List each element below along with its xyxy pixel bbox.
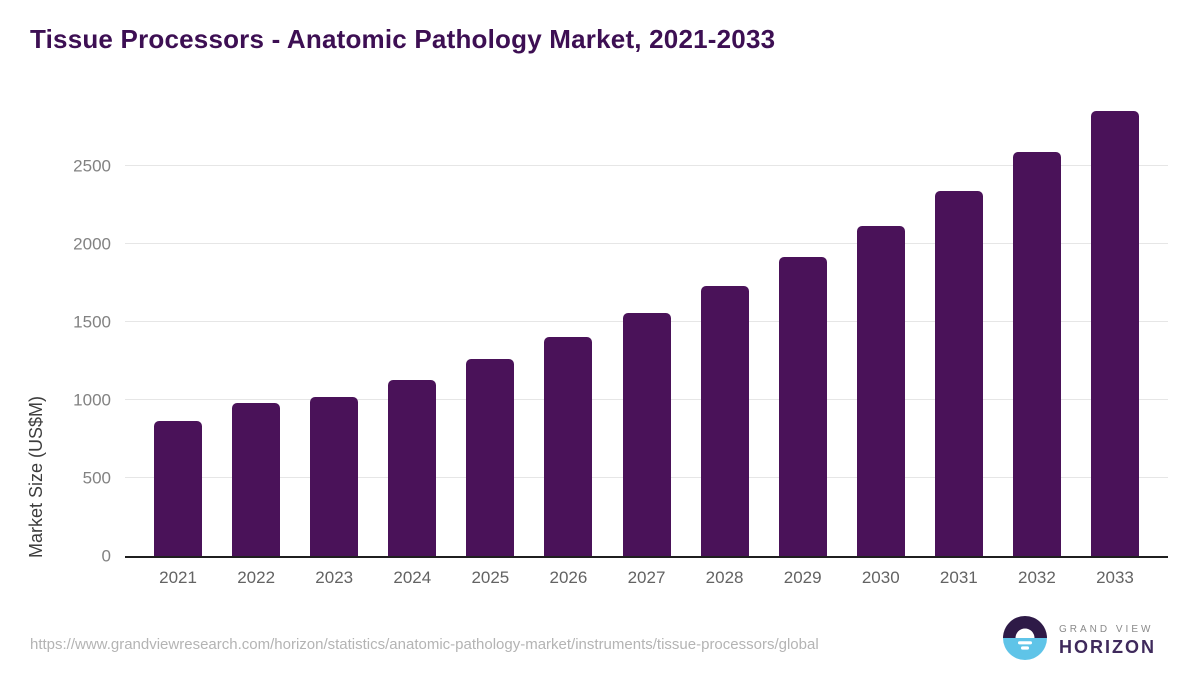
bar-2032[interactable] <box>1012 152 1061 556</box>
x-label-2029: 2029 <box>783 568 822 587</box>
footer: https://www.grandviewresearch.com/horizo… <box>0 610 1200 675</box>
plot-area: 0 500 1000 1500 2000 2500 <box>73 100 1168 565</box>
gridline-2500 <box>125 164 1168 166</box>
bar-2027[interactable] <box>622 313 671 556</box>
bar-slot-2031 <box>920 100 998 556</box>
y-tick-0: 0 <box>101 546 111 566</box>
bar-2031[interactable] <box>934 190 983 556</box>
x-label-2023: 2023 <box>315 568 354 587</box>
bar-2029[interactable] <box>778 256 827 556</box>
bar-2026[interactable] <box>544 337 593 556</box>
bar-2021[interactable] <box>154 420 203 556</box>
bar-2022[interactable] <box>232 402 281 556</box>
x-label-2033: 2033 <box>1096 568 1134 587</box>
x-label-2028: 2028 <box>705 568 744 587</box>
bar-2023[interactable] <box>310 396 359 556</box>
bar-2028[interactable] <box>700 285 749 556</box>
x-axis-labels: 2021 2022 2023 2024 2025 2026 2027 2028 2029 2030… <box>125 568 1168 588</box>
bar-slot-2027 <box>607 100 685 556</box>
bar-slot-2023 <box>295 100 373 556</box>
bar-slot-2025 <box>451 100 529 556</box>
x-label-2021: 2021 <box>159 568 197 587</box>
bar-slot-2021 <box>139 100 217 556</box>
x-label-2031: 2031 <box>939 568 978 587</box>
x-label-2032: 2032 <box>1017 568 1056 587</box>
x-label-2022: 2022 <box>237 568 276 587</box>
horizon-sun-icon <box>1003 616 1047 665</box>
bar-slot-2026 <box>529 100 607 556</box>
y-tick-2500: 2500 <box>73 156 111 176</box>
bar-slot-2032 <box>998 100 1076 556</box>
x-label-2027: 2027 <box>627 568 666 587</box>
bar-2030[interactable] <box>856 225 905 556</box>
grand-view-horizon-logo: GRAND VIEW HORIZON <box>1003 616 1156 665</box>
source-url: https://www.grandviewresearch.com/horizo… <box>30 636 819 653</box>
gridline-2000 <box>125 242 1168 244</box>
bar-slot-2029 <box>764 100 842 556</box>
x-label-2024: 2024 <box>393 568 432 587</box>
bar-slot-2033 <box>1076 100 1154 556</box>
bar-slot-2024 <box>373 100 451 556</box>
chart-area: Tissue Processors - Anatomic Pathology M… <box>26 24 1168 588</box>
x-label-2026: 2026 <box>549 568 588 587</box>
x-label-2025: 2025 <box>471 568 510 587</box>
x-label-2030: 2030 <box>861 568 900 587</box>
chart-title: Tissue Processors - Anatomic Pathology M… <box>30 24 776 54</box>
y-axis-title: Market Size (US$M) <box>26 395 46 558</box>
y-tick-2000: 2000 <box>73 234 111 254</box>
y-tick-1500: 1500 <box>73 312 111 332</box>
logo-text-grand-view: GRAND VIEW <box>1059 623 1154 635</box>
bar-slot-2022 <box>217 100 295 556</box>
bar-2025[interactable] <box>466 359 515 556</box>
bar-slot-2030 <box>842 100 920 556</box>
y-tick-1000: 1000 <box>73 390 111 410</box>
logo-text-horizon: HORIZON <box>1059 636 1156 657</box>
bars-row <box>125 100 1168 556</box>
bar-2033[interactable] <box>1090 110 1139 556</box>
bar-2024[interactable] <box>388 380 437 556</box>
y-tick-500: 500 <box>82 468 111 488</box>
bar-slot-2028 <box>686 100 764 556</box>
logo-text: GRAND VIEW HORIZON <box>1059 624 1156 658</box>
